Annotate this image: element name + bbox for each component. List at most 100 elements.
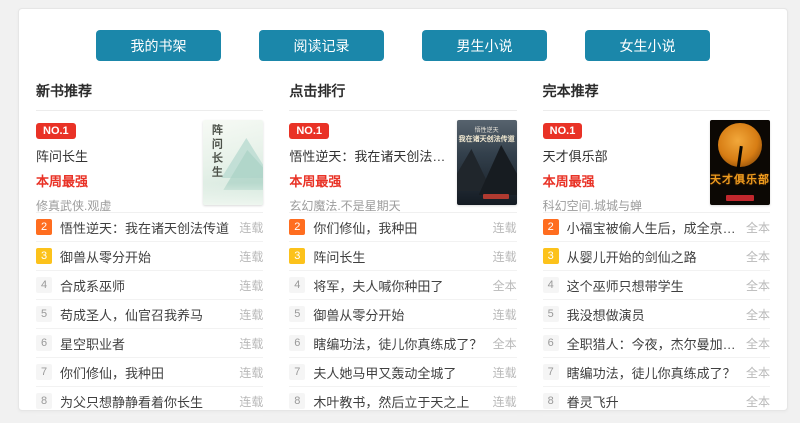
list-item[interactable]: 5 苟成圣人，仙官召我养马 连载 <box>36 300 264 329</box>
rank-badge: 2 <box>289 219 306 235</box>
rank-badge: 7 <box>289 364 306 380</box>
book-list: 2 小福宝被偷人生后，成全京城团宠 全本 3 从婴儿开始的剑仙之路 全本 4 这… <box>542 213 770 416</box>
book-cover[interactable]: 阵问长生 <box>203 120 264 205</box>
list-item[interactable]: 7 你们修仙，我种田 连载 <box>36 358 264 387</box>
list-item[interactable]: 4 将军，夫人喊你种田了 全本 <box>289 271 517 300</box>
no1-badge: NO.1 <box>542 123 583 139</box>
publisher-mark <box>482 194 509 199</box>
book-title[interactable]: 御兽从零分开始 <box>313 307 405 323</box>
status-label: 全本 <box>745 394 770 409</box>
book-title[interactable]: 阵问长生 <box>313 249 366 265</box>
rank-badge: 6 <box>289 335 306 351</box>
rank-badge: 5 <box>36 306 52 322</box>
status-label: 连载 <box>492 249 517 264</box>
reading-history-button[interactable]: 阅读记录 <box>259 30 384 61</box>
list-item[interactable]: 3 从婴儿开始的剑仙之路 全本 <box>542 242 770 271</box>
book-title[interactable]: 你们修仙，我种田 <box>313 220 418 236</box>
status-label: 连载 <box>239 365 264 380</box>
column-click-ranking: 点击排行 NO.1 悟性逆天：我在诸天创法传道 本周最强 玄幻魔法.不是星期天 … <box>289 81 517 416</box>
list-item[interactable]: 6 星空职业者 连载 <box>36 329 264 358</box>
status-label: 连载 <box>492 365 517 380</box>
featured-meta: 玄幻魔法.不是星期天 <box>289 199 401 213</box>
book-title[interactable]: 从婴儿开始的剑仙之路 <box>566 249 697 265</box>
book-title[interactable]: 全职猎人：今夜，杰尔曼加入狩猎 <box>566 336 740 352</box>
list-item[interactable]: 4 合成系巫师 连载 <box>36 271 264 300</box>
rank-badge: 5 <box>289 306 306 322</box>
book-title[interactable]: 眷灵飞升 <box>566 394 619 410</box>
book-cover[interactable]: 天才俱乐部 <box>709 120 770 205</box>
list-item[interactable]: 5 我没想做演员 全本 <box>542 300 770 329</box>
status-label: 连载 <box>239 249 264 264</box>
male-novels-button[interactable]: 男生小说 <box>422 30 547 61</box>
list-item[interactable]: 3 御兽从零分开始 连载 <box>36 242 264 271</box>
rank-badge: 4 <box>542 277 559 293</box>
status-label: 连载 <box>492 307 517 322</box>
book-title[interactable]: 你们修仙，我种田 <box>60 365 165 381</box>
ranking-columns: 新书推荐 NO.1 阵问长生 本周最强 修真武侠.观虚 阵问长生 2 <box>19 61 787 416</box>
book-title[interactable]: 将军，夫人喊你种田了 <box>313 278 444 294</box>
rank-badge: 3 <box>542 248 559 264</box>
rank-badge: 8 <box>289 393 306 409</box>
list-item[interactable]: 4 这个巫师只想带学生 全本 <box>542 271 770 300</box>
featured-info: NO.1 天才俱乐部 本周最强 科幻空间.城城与蝉 <box>542 120 642 213</box>
book-cover[interactable]: 悟性逆天 我在诸天创法传道 <box>456 120 517 205</box>
featured-book-title[interactable]: 悟性逆天：我在诸天创法传道 <box>289 149 449 164</box>
list-item[interactable]: 8 眷灵飞升 全本 <box>542 387 770 416</box>
book-title[interactable]: 瞎编功法，徒儿你真练成了？ <box>313 336 483 352</box>
featured-tagline: 本周最强 <box>289 174 342 189</box>
status-label: 全本 <box>745 307 770 322</box>
status-label: 全本 <box>492 336 517 351</box>
book-title[interactable]: 夫人她马甲又轰动全城了 <box>313 365 457 381</box>
column-completed-books: 完本推荐 NO.1 天才俱乐部 本周最强 科幻空间.城城与蝉 天才俱乐部 2 <box>542 81 770 416</box>
featured-book-title[interactable]: 天才俱乐部 <box>542 149 608 164</box>
book-title[interactable]: 悟性逆天：我在诸天创法传道 <box>60 220 230 236</box>
column-new-books: 新书推荐 NO.1 阵问长生 本周最强 修真武侠.观虚 阵问长生 2 <box>36 81 264 416</box>
list-item[interactable]: 2 小福宝被偷人生后，成全京城团宠 全本 <box>542 213 770 242</box>
featured-book[interactable]: NO.1 天才俱乐部 本周最强 科幻空间.城城与蝉 天才俱乐部 <box>542 111 770 213</box>
list-item[interactable]: 3 阵问长生 连载 <box>289 242 517 271</box>
list-item[interactable]: 8 为父只想静静看着你长生 连载 <box>36 387 264 416</box>
book-title[interactable]: 苟成圣人，仙官召我养马 <box>60 307 204 323</box>
list-item[interactable]: 7 瞎编功法，徒儿你真练成了？ 全本 <box>542 358 770 387</box>
featured-book[interactable]: NO.1 悟性逆天：我在诸天创法传道 本周最强 玄幻魔法.不是星期天 悟性逆天 … <box>289 111 517 213</box>
list-item[interactable]: 6 全职猎人：今夜，杰尔曼加入狩猎 全本 <box>542 329 770 358</box>
featured-book[interactable]: NO.1 阵问长生 本周最强 修真武侠.观虚 阵问长生 <box>36 111 264 213</box>
book-title[interactable]: 我没想做演员 <box>566 307 645 323</box>
status-label: 连载 <box>239 278 264 293</box>
list-item[interactable]: 6 瞎编功法，徒儿你真练成了？ 全本 <box>289 329 517 358</box>
no1-badge: NO.1 <box>36 123 76 139</box>
book-title[interactable]: 小福宝被偷人生后，成全京城团宠 <box>566 220 740 236</box>
rank-badge: 6 <box>542 335 559 351</box>
list-item[interactable]: 8 木叶教书，然后立于天之上 连载 <box>289 387 517 416</box>
nav-button-row: 我的书架 阅读记录 男生小说 女生小说 <box>19 9 787 61</box>
book-list: 2 悟性逆天：我在诸天创法传道 连载 3 御兽从零分开始 连载 4 合成系巫师 … <box>36 213 264 416</box>
book-list: 2 你们修仙，我种田 连载 3 阵问长生 连载 4 将军，夫人喊你种田了 全本 … <box>289 213 517 416</box>
status-label: 连载 <box>492 394 517 409</box>
list-item[interactable]: 5 御兽从零分开始 连载 <box>289 300 517 329</box>
list-item[interactable]: 2 悟性逆天：我在诸天创法传道 连载 <box>36 213 264 242</box>
status-label: 全本 <box>745 336 770 351</box>
rank-badge: 7 <box>36 364 52 380</box>
book-title[interactable]: 这个巫师只想带学生 <box>566 278 684 294</box>
my-bookshelf-button[interactable]: 我的书架 <box>96 30 221 61</box>
rank-badge: 2 <box>542 219 559 235</box>
status-label: 连载 <box>239 307 264 322</box>
list-item[interactable]: 7 夫人她马甲又轰动全城了 连载 <box>289 358 517 387</box>
cover-subtitle-text: 悟性逆天 <box>474 128 499 134</box>
book-title[interactable]: 合成系巫师 <box>60 278 126 294</box>
book-title[interactable]: 御兽从零分开始 <box>60 249 152 265</box>
featured-book-title[interactable]: 阵问长生 <box>36 149 89 164</box>
featured-tagline: 本周最强 <box>36 174 89 189</box>
female-novels-button[interactable]: 女生小说 <box>585 30 710 61</box>
rank-badge: 3 <box>289 248 306 264</box>
book-title[interactable]: 为父只想静静看着你长生 <box>60 394 204 410</box>
book-title[interactable]: 木叶教书，然后立于天之上 <box>313 394 470 410</box>
mist-shape <box>203 183 264 205</box>
book-title[interactable]: 瞎编功法，徒儿你真练成了？ <box>566 365 736 381</box>
list-item[interactable]: 2 你们修仙，我种田 连载 <box>289 213 517 242</box>
book-title[interactable]: 星空职业者 <box>60 336 126 352</box>
cover-title-text: 天才俱乐部 <box>709 174 770 186</box>
status-label: 连载 <box>239 336 264 351</box>
rank-badge: 3 <box>36 248 52 264</box>
featured-info: NO.1 悟性逆天：我在诸天创法传道 本周最强 玄幻魔法.不是星期天 <box>289 120 449 213</box>
